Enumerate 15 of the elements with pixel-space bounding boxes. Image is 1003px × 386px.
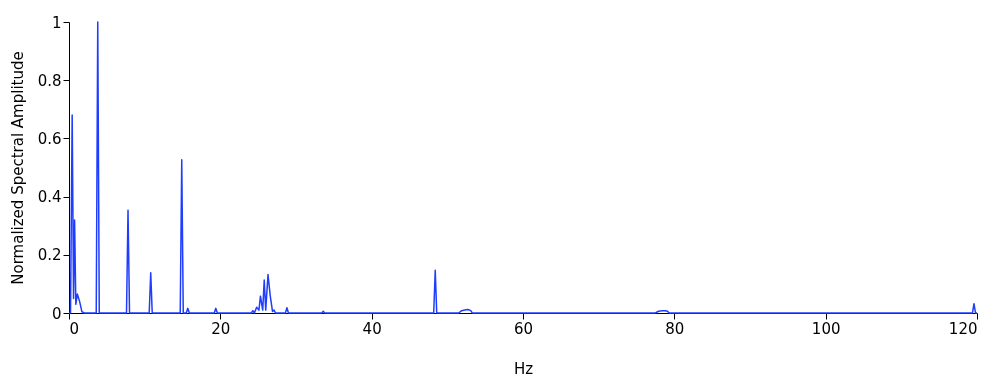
- x-tick-label: 80: [665, 319, 685, 338]
- y-tick-label: 0.6: [37, 129, 62, 148]
- x-tick-label: 0: [69, 319, 80, 338]
- x-axis-title: Hz: [513, 359, 534, 378]
- y-tick-label: 0: [51, 304, 62, 323]
- y-tick-label: 0.4: [37, 188, 62, 207]
- y-tick-label: 0.2: [37, 246, 62, 265]
- x-tick-label: 100: [811, 319, 841, 338]
- y-tick-label: 0.8: [37, 71, 62, 90]
- x-tick-label: 120: [948, 319, 978, 338]
- x-tick-label: 20: [211, 319, 231, 338]
- y-tick-label: 1: [51, 13, 62, 32]
- y-axis-title: Normalized Spectral Amplitude: [8, 51, 27, 285]
- x-tick-label: 60: [513, 319, 534, 338]
- x-tick-label: 40: [362, 319, 382, 338]
